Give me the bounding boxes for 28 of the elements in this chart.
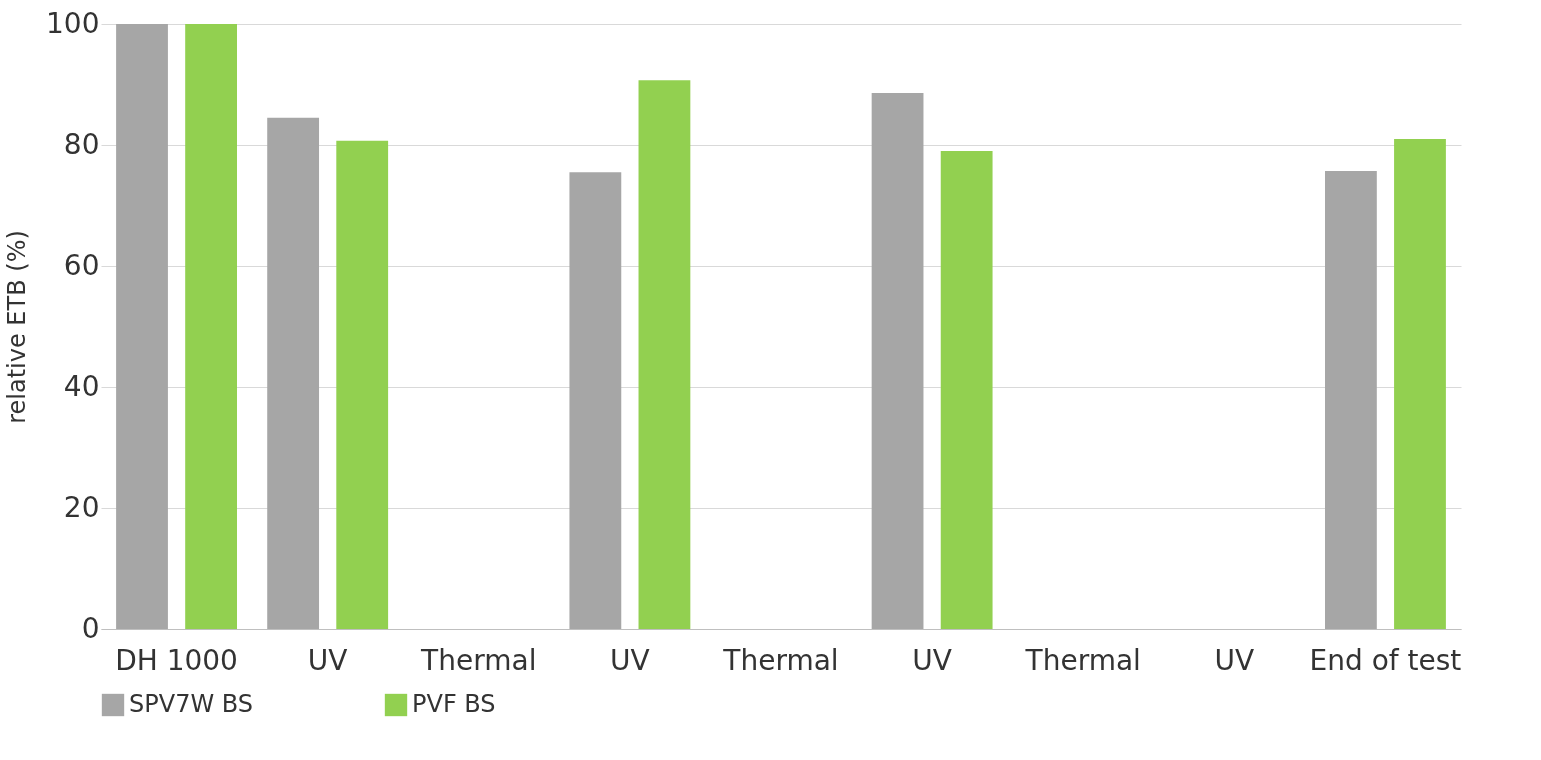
y-axis-title: relative ETB (%)	[3, 230, 32, 424]
x-tick-label: UV	[610, 643, 650, 677]
bar	[871, 92, 924, 629]
bar	[336, 140, 389, 629]
legend-label: SPV7W BS	[129, 690, 254, 718]
bar	[1325, 171, 1377, 629]
x-tick-label: Thermal	[1024, 643, 1141, 677]
bar	[116, 24, 168, 629]
bar	[267, 117, 320, 629]
y-tick-label: 80	[63, 127, 100, 161]
y-tick-label: 100	[46, 6, 100, 40]
x-tick-label: UV	[1214, 643, 1255, 677]
legend-label: PVF BS	[412, 690, 496, 718]
x-tick-label: UV	[912, 643, 952, 677]
y-tick-label: 40	[63, 369, 100, 403]
bar	[1394, 138, 1446, 629]
y-tick-label: 60	[63, 248, 100, 282]
x-tick-label: UV	[307, 643, 348, 677]
x-tick-label: Thermal	[420, 643, 537, 677]
bar	[569, 172, 622, 629]
bar	[185, 24, 237, 629]
y-tick-label: 0	[81, 611, 100, 645]
x-tick-label: End of test	[1309, 643, 1462, 677]
y-tick-label: 20	[63, 490, 100, 524]
bar	[638, 80, 691, 629]
x-tick-label: DH 1000	[115, 643, 238, 677]
bar	[940, 151, 993, 629]
x-tick-label: Thermal	[722, 643, 839, 677]
